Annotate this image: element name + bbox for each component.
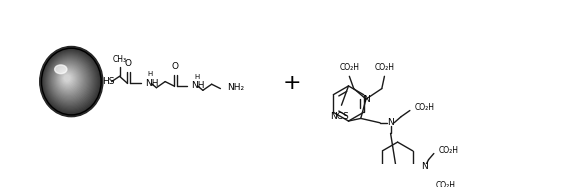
Text: N: N: [387, 118, 394, 127]
Text: H: H: [194, 74, 199, 80]
Ellipse shape: [40, 47, 102, 115]
Ellipse shape: [54, 65, 67, 74]
Ellipse shape: [43, 50, 98, 112]
Ellipse shape: [63, 73, 72, 84]
Ellipse shape: [49, 57, 90, 103]
Ellipse shape: [54, 63, 84, 96]
Ellipse shape: [47, 54, 94, 107]
Ellipse shape: [45, 53, 95, 108]
Text: O: O: [125, 59, 132, 68]
Text: CH₃: CH₃: [113, 55, 127, 64]
Text: NH₂: NH₂: [227, 83, 245, 92]
Text: N: N: [421, 162, 428, 171]
Ellipse shape: [44, 51, 97, 111]
Ellipse shape: [58, 68, 78, 90]
Text: +: +: [282, 73, 301, 93]
Text: CO₂H: CO₂H: [414, 103, 434, 112]
Text: CO₂H: CO₂H: [438, 146, 458, 155]
Ellipse shape: [53, 62, 85, 97]
Ellipse shape: [57, 66, 80, 92]
Ellipse shape: [48, 56, 91, 104]
Ellipse shape: [58, 67, 79, 91]
Text: N: N: [362, 95, 369, 104]
Text: CO₂H: CO₂H: [339, 63, 360, 72]
Ellipse shape: [63, 74, 71, 82]
Ellipse shape: [61, 71, 75, 86]
Ellipse shape: [62, 72, 73, 85]
Text: NH: NH: [145, 79, 159, 88]
Ellipse shape: [52, 60, 87, 99]
Text: CO₂H: CO₂H: [374, 63, 394, 72]
Text: O: O: [171, 62, 178, 71]
Ellipse shape: [42, 50, 99, 113]
Ellipse shape: [56, 65, 81, 93]
Ellipse shape: [50, 59, 88, 101]
Ellipse shape: [45, 52, 96, 109]
Ellipse shape: [60, 70, 76, 87]
Text: CO₂H: CO₂H: [435, 181, 456, 187]
Ellipse shape: [65, 75, 70, 81]
Ellipse shape: [52, 61, 86, 98]
Text: HS: HS: [102, 77, 114, 86]
Ellipse shape: [47, 55, 93, 106]
Text: H: H: [148, 71, 153, 77]
Text: NH: NH: [191, 82, 205, 91]
Text: NCS: NCS: [330, 112, 349, 121]
Ellipse shape: [50, 58, 89, 102]
Ellipse shape: [42, 48, 100, 114]
Ellipse shape: [55, 64, 82, 95]
Ellipse shape: [40, 47, 103, 117]
Ellipse shape: [59, 69, 77, 88]
